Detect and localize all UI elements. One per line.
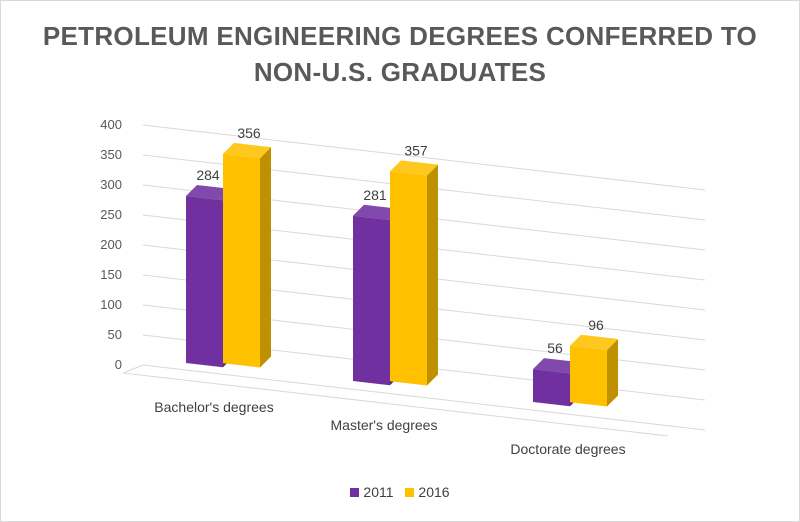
floor-left-edge bbox=[122, 364, 144, 374]
bar-2011-top bbox=[186, 185, 234, 201]
y-tick-label: 400 bbox=[100, 117, 122, 132]
legend-item-2011: 2011 bbox=[350, 484, 394, 500]
bar-2016-top bbox=[570, 334, 618, 351]
chart-title: PETROLEUM ENGINEERING DEGREES CONFERRED … bbox=[0, 18, 800, 90]
bar-2016 bbox=[223, 153, 260, 368]
bar-2016-top bbox=[390, 160, 438, 176]
bar-2016-side bbox=[607, 339, 618, 407]
y-tick-label: 250 bbox=[100, 207, 122, 222]
y-tick-label: 300 bbox=[100, 177, 122, 192]
y-tick-label: 150 bbox=[100, 267, 122, 282]
bar-2011 bbox=[186, 196, 223, 368]
bar-2011 bbox=[533, 369, 570, 407]
bar-2011 bbox=[353, 215, 390, 386]
legend-swatch-2011 bbox=[350, 488, 360, 497]
y-tick-label: 350 bbox=[100, 147, 122, 162]
data-label-2016: 356 bbox=[237, 125, 261, 141]
data-label-2011: 56 bbox=[547, 340, 563, 356]
data-label-2016: 357 bbox=[404, 142, 428, 158]
floor-front-edge bbox=[122, 372, 669, 437]
legend: 2011 2016 bbox=[0, 484, 800, 500]
category-label: Doctorate degrees bbox=[510, 441, 625, 457]
data-label-2011: 281 bbox=[363, 187, 387, 203]
legend-label-2016: 2016 bbox=[418, 484, 450, 500]
legend-label-2011: 2011 bbox=[363, 484, 394, 500]
bar-2011-top bbox=[353, 204, 401, 221]
legend-swatch-2016 bbox=[405, 488, 415, 497]
data-label-2016: 96 bbox=[588, 317, 604, 333]
data-label-2011: 284 bbox=[196, 167, 220, 183]
y-tick-label: 200 bbox=[100, 237, 122, 252]
chart-title-line-1: PETROLEUM ENGINEERING DEGREES CONFERRED … bbox=[42, 21, 758, 51]
bar-2011-top bbox=[533, 358, 581, 374]
bar-2016 bbox=[570, 345, 607, 407]
bar-2016-side bbox=[427, 164, 438, 386]
category-label: Bachelor's degrees bbox=[154, 399, 273, 415]
category-label: Master's degrees bbox=[331, 417, 438, 433]
bar-2016 bbox=[390, 171, 427, 386]
chart-title-line-2: NON-U.S. GRADUATES bbox=[253, 57, 547, 87]
gridline bbox=[142, 364, 706, 431]
legend-item-2016: 2016 bbox=[405, 484, 450, 500]
y-tick-label: 100 bbox=[100, 297, 122, 312]
gridline bbox=[142, 124, 706, 191]
y-tick-label: 50 bbox=[108, 327, 122, 342]
bar-2016-side bbox=[260, 147, 271, 368]
bar-2016-top bbox=[223, 142, 271, 159]
y-tick-label: 0 bbox=[115, 357, 122, 372]
